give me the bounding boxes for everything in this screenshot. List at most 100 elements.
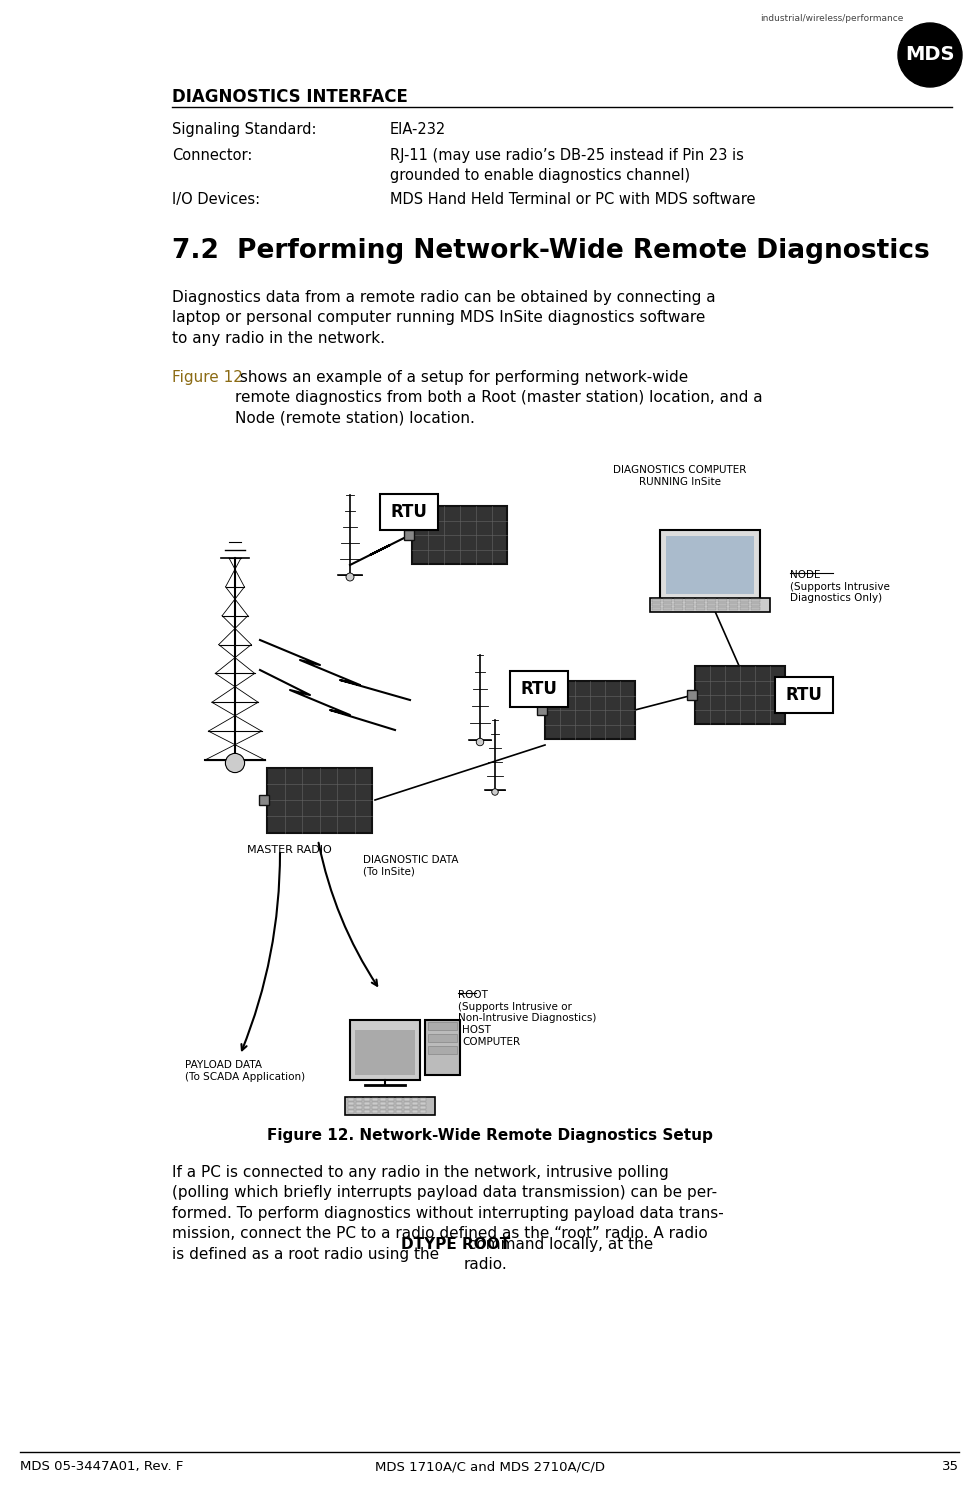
Bar: [387, 1098, 393, 1101]
Bar: [750, 607, 759, 610]
Bar: [427, 1046, 457, 1053]
Bar: [651, 598, 660, 601]
Bar: [356, 1110, 362, 1113]
Bar: [662, 603, 671, 606]
Bar: [420, 1110, 425, 1113]
Text: MDS 05-3447A01, Rev. F: MDS 05-3447A01, Rev. F: [20, 1461, 183, 1473]
Text: HOST
COMPUTER: HOST COMPUTER: [462, 1025, 519, 1046]
Bar: [665, 536, 753, 594]
Text: EIA-232: EIA-232: [389, 122, 446, 137]
Bar: [649, 598, 770, 612]
Bar: [662, 607, 671, 610]
Bar: [420, 1098, 425, 1101]
Bar: [729, 603, 737, 606]
Bar: [395, 1110, 402, 1113]
Text: PAYLOAD DATA
(To SCADA Application): PAYLOAD DATA (To SCADA Application): [185, 1059, 305, 1082]
Text: MDS: MDS: [905, 45, 954, 64]
Text: NODE
(Supports Intrusive
Diagnostics Only): NODE (Supports Intrusive Diagnostics Onl…: [789, 570, 889, 603]
Bar: [379, 1103, 385, 1106]
Bar: [372, 1103, 378, 1106]
Text: Figure 12. Network-Wide Remote Diagnostics Setup: Figure 12. Network-Wide Remote Diagnosti…: [267, 1128, 712, 1143]
Circle shape: [475, 739, 483, 746]
Bar: [355, 1029, 415, 1076]
Bar: [356, 1106, 362, 1109]
Bar: [412, 1110, 418, 1113]
Bar: [673, 598, 683, 601]
Text: ROOT
(Supports Intrusive or
Non-Intrusive Diagnostics): ROOT (Supports Intrusive or Non-Intrusiv…: [458, 991, 596, 1024]
Text: DIAGNOSTICS COMPUTER
RUNNING InSite: DIAGNOSTICS COMPUTER RUNNING InSite: [612, 466, 746, 486]
Text: Connector:: Connector:: [172, 148, 252, 163]
Bar: [395, 1098, 402, 1101]
Bar: [673, 607, 683, 610]
Text: DIAGNOSTICS INTERFACE: DIAGNOSTICS INTERFACE: [172, 88, 408, 106]
Bar: [364, 1106, 370, 1109]
Bar: [412, 506, 507, 564]
Bar: [685, 603, 693, 606]
Bar: [387, 1106, 393, 1109]
Text: RJ-11 (may use radio’s DB-25 instead if Pin 23 is
grounded to enable diagnostics: RJ-11 (may use radio’s DB-25 instead if …: [389, 148, 743, 184]
Bar: [545, 680, 635, 739]
Text: If a PC is connected to any radio in the network, intrusive polling
(polling whi: If a PC is connected to any radio in the…: [172, 1165, 723, 1262]
Bar: [356, 1103, 362, 1106]
Bar: [404, 1106, 410, 1109]
Bar: [685, 607, 693, 610]
Bar: [685, 598, 693, 601]
Bar: [420, 1103, 425, 1106]
Bar: [350, 1021, 420, 1080]
Bar: [739, 607, 748, 610]
Bar: [695, 603, 704, 606]
Bar: [404, 1110, 410, 1113]
Bar: [379, 1110, 385, 1113]
Bar: [750, 598, 759, 601]
Text: Signaling Standard:: Signaling Standard:: [172, 122, 316, 137]
Bar: [729, 607, 737, 610]
Bar: [427, 1022, 457, 1029]
Bar: [412, 1098, 418, 1101]
Bar: [706, 607, 715, 610]
Bar: [510, 671, 567, 707]
Text: shows an example of a setup for performing network-wide
remote diagnostics from : shows an example of a setup for performi…: [235, 370, 762, 425]
Bar: [695, 607, 704, 610]
Text: MDS 1710A/C and MDS 2710A/C/D: MDS 1710A/C and MDS 2710A/C/D: [375, 1461, 604, 1473]
Bar: [395, 1106, 402, 1109]
Circle shape: [225, 753, 244, 773]
Bar: [404, 1098, 410, 1101]
Bar: [651, 607, 660, 610]
Text: RTU: RTU: [390, 503, 427, 521]
Bar: [347, 1110, 354, 1113]
Bar: [379, 494, 437, 530]
Text: RTU: RTU: [520, 680, 556, 698]
Bar: [356, 1098, 362, 1101]
Text: DIAGNOSTIC DATA
(To InSite): DIAGNOSTIC DATA (To InSite): [363, 855, 458, 877]
Bar: [694, 665, 784, 724]
Text: 35: 35: [941, 1461, 958, 1473]
Bar: [404, 1103, 410, 1106]
Bar: [659, 530, 759, 600]
Bar: [717, 598, 727, 601]
Bar: [387, 1103, 393, 1106]
Text: I/O Devices:: I/O Devices:: [172, 192, 260, 207]
Bar: [404, 530, 414, 540]
Bar: [372, 1106, 378, 1109]
Bar: [379, 1106, 385, 1109]
Text: DTYPE ROOT: DTYPE ROOT: [401, 1237, 511, 1252]
Bar: [673, 603, 683, 606]
Bar: [364, 1098, 370, 1101]
Bar: [717, 607, 727, 610]
Circle shape: [897, 22, 961, 87]
Bar: [395, 1103, 402, 1106]
Bar: [347, 1098, 354, 1101]
Bar: [347, 1103, 354, 1106]
Bar: [537, 706, 547, 715]
Bar: [706, 598, 715, 601]
Bar: [687, 689, 696, 700]
Bar: [372, 1110, 378, 1113]
Bar: [364, 1110, 370, 1113]
Bar: [372, 1098, 378, 1101]
Bar: [259, 795, 269, 806]
Bar: [420, 1106, 425, 1109]
Text: Diagnostics data from a remote radio can be obtained by connecting a
laptop or p: Diagnostics data from a remote radio can…: [172, 289, 715, 346]
Bar: [347, 1106, 354, 1109]
Bar: [267, 767, 372, 833]
Bar: [424, 1021, 460, 1076]
